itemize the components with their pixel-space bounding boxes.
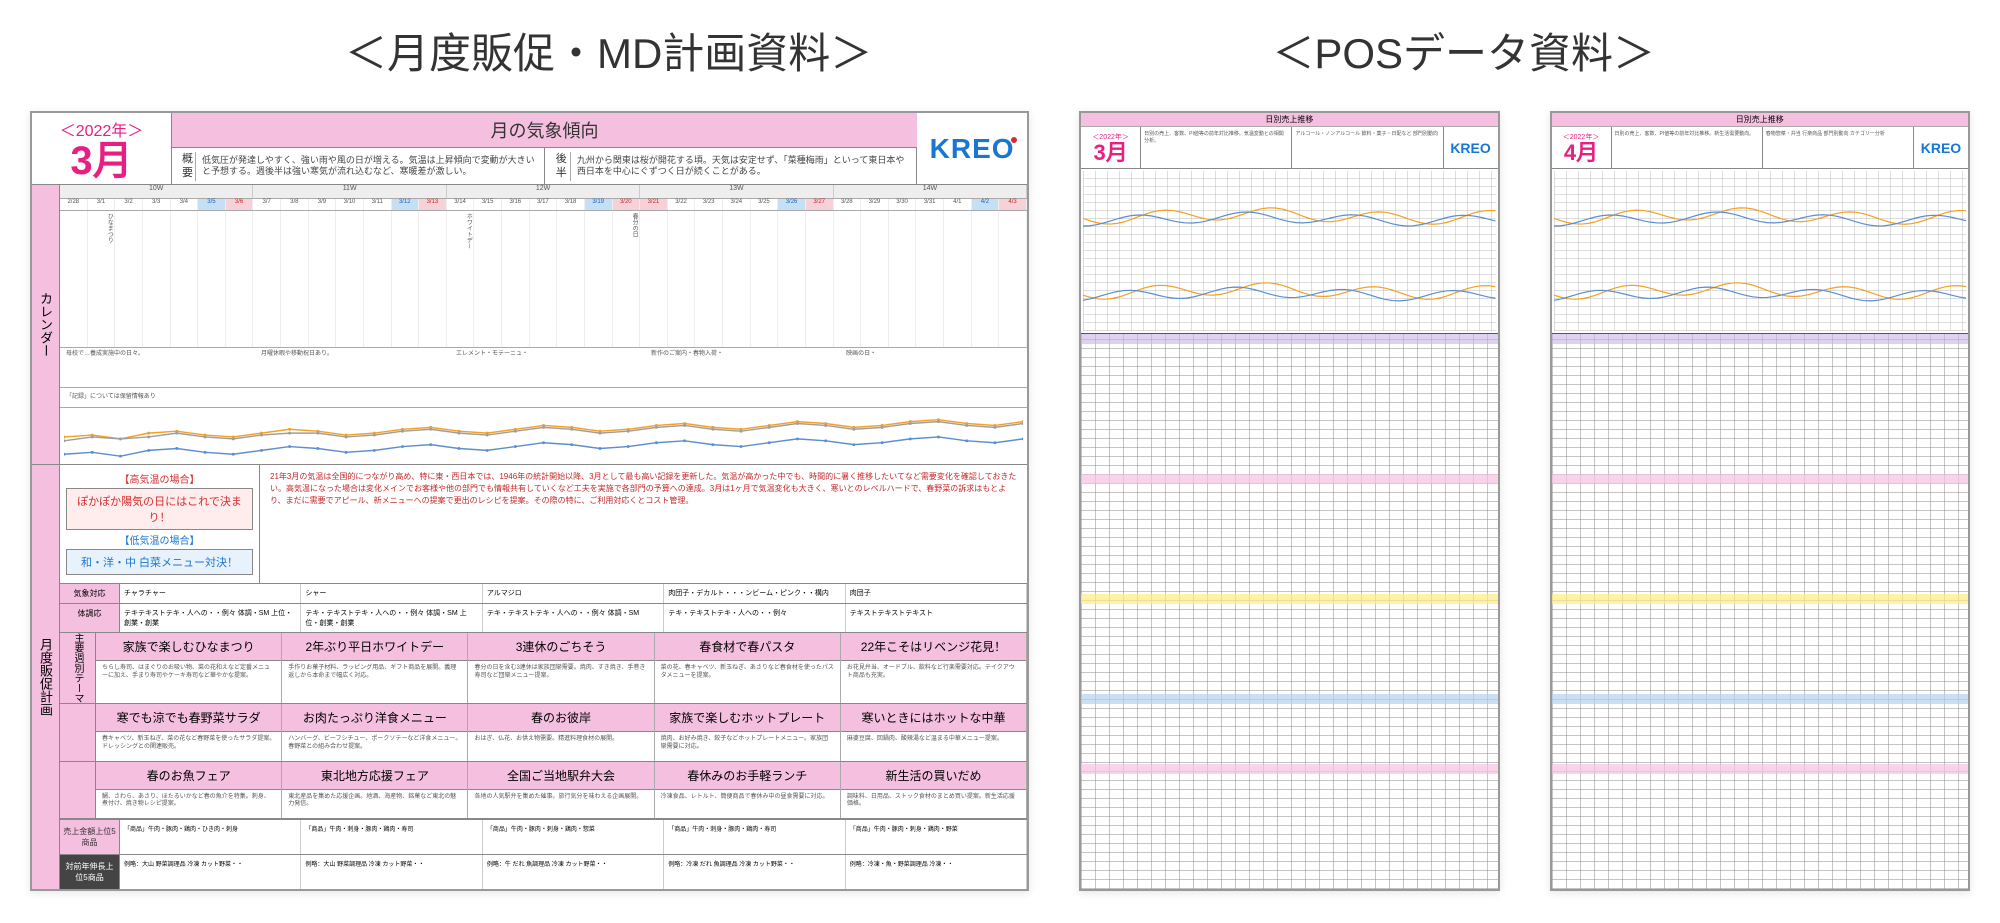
row3-label: 体調応 (60, 604, 120, 632)
pos-title: 日別売上推移 (1552, 113, 1968, 127)
notes-row: 母校で…養成実施中の日々。月曜休暇や移動祝日あり。エレメント・モテーニュ・新作の… (60, 348, 1027, 388)
md-month-box: ＜2022年＞ 3月 (32, 113, 172, 184)
pos-document-march: 日別売上推移 ＜2022年＞ 3月 日別の売上、客数、PI値等の前年対比推移。気… (1079, 111, 1499, 891)
pos-header: ＜2022年＞ 4月 日別の売上、客数、PI値等の前年対比推移。新生活需要動向。… (1552, 127, 1968, 169)
r3c3: テキ・テキストテキ・人への・・例々 (664, 604, 845, 632)
pos-desc-1: 日別の売上、客数、PI値等の前年対比推移。気温変動との相関分析。 (1141, 127, 1292, 168)
case-cold-label: 【低気温の場合】 (66, 532, 253, 547)
f2-label: 対前年伸長上位5商品 (60, 855, 120, 889)
md-month: 3月 (70, 141, 132, 181)
pos-month-box: ＜2022年＞ 3月 (1081, 127, 1141, 168)
md-plan-document: ＜2022年＞ 3月 月の気象傾向 概要 低気圧が発達しやすく、強い雨や風の日が… (30, 111, 1029, 891)
r2c1: シャー (301, 584, 482, 603)
pos-desc-2: アルコール・ノンアルコール 飲料・菓子・日配など 部門別動向 (1292, 127, 1443, 168)
r3c2: テキ・テキストテキ・人への・・例々 体調・SM (483, 604, 664, 632)
pos-desc-2: 春物惣菜・弁当 行楽商品 部門別動向 カテゴリー分析 (1763, 127, 1914, 168)
f1c1: 「商品」牛肉・刺身・豚肉・鶏肉・寿司 (301, 820, 482, 854)
pos-table (1081, 334, 1497, 889)
plan-top: 【高気温の場合】 ぽかぽか陽気の日にはこれで決まり！ 【低気温の場合】 和・洋・… (60, 465, 1027, 584)
plan-row-weather: 気象対応 チャラチャー シャー アルマジロ 肉団子・デカルト・・・ンビーム・ピン… (60, 584, 1027, 604)
pos-document-april: 日別売上推移 ＜2022年＞ 4月 日別の売上、客数、PI値等の前年対比推移。新… (1550, 111, 1970, 891)
plan-row-health: 体調応 テキテキストテキ・人への・・例々 体調・SM 上位・創業・創業 テキ・テ… (60, 604, 1027, 633)
pos-table (1552, 334, 1968, 889)
pos-chart (1552, 169, 1968, 334)
pos-month: 4月 (1564, 142, 1598, 164)
trend-left-label: 概要 (180, 152, 196, 181)
f2c1: 例略：大山 野菜調理品 冷凍 カット野菜・・ (301, 855, 482, 889)
week-row: 10W11W12W13W14W (60, 185, 1027, 199)
r2c0: チャラチャー (120, 584, 301, 603)
kreo-logo: KREO (1444, 127, 1498, 168)
trend-left-text: 低気圧が発達しやすく、強い雨や風の日が増える。気温は上昇傾向で変動が大きいと予想… (202, 155, 536, 178)
md-trend-title: 月の気象傾向 (172, 113, 917, 148)
pos-header: ＜2022年＞ 3月 日別の売上、客数、PI値等の前年対比推移。気温変動との相関… (1081, 127, 1497, 169)
md-trend: 月の気象傾向 概要 低気圧が発達しやすく、強い雨や風の日が増える。気温は上昇傾向… (172, 113, 917, 184)
pos-chart (1081, 169, 1497, 334)
f1c0: 「商品」牛肉・豚肉・鶏肉・ひき肉・刺身 (120, 820, 301, 854)
temperature-chart (60, 408, 1027, 464)
pos-month-box: ＜2022年＞ 4月 (1552, 127, 1612, 168)
pos-desc-1: 日別の売上、客数、PI値等の前年対比推移。新生活需要動向。 (1612, 127, 1763, 168)
case-cold: 和・洋・中 白菜メニュー対決！ (66, 549, 253, 575)
pos-title: 日別売上推移 (1081, 113, 1497, 127)
f1-label: 売上金額上位5商品 (60, 820, 120, 854)
kreo-logo: KREO (917, 113, 1027, 184)
date-row: 2/283/13/23/33/43/53/63/73/83/93/103/113… (60, 199, 1027, 211)
plan-top-text: 21年3月の気温は全国的につながり高め、特に東・西日本では、1946年の統計開始… (260, 465, 1027, 583)
r3c1: テキ・テキストテキ・人への・・例々 体調・SM 上位・創業・創業 (301, 604, 482, 632)
r2c3: 肉団子・デカルト・・・ンビーム・ピンク・・構内 (664, 584, 845, 603)
case-hot-label: 【高気温の場合】 (66, 471, 253, 486)
f1c3: 「商品」牛肉・刺身・豚肉・鶏肉・寿司 (664, 820, 845, 854)
r2c4: 肉団子 (846, 584, 1027, 603)
plan-label: 月度販促計画 (32, 465, 60, 889)
f2c0: 例略：大山 野菜調理品 冷凍 カット野菜・・ (120, 855, 301, 889)
r2c2: アルマジロ (483, 584, 664, 603)
notes-row-2: 「記録」については保留情報あり (60, 388, 1027, 408)
calendar-label: カレンダー (32, 185, 60, 464)
f2c4: 例略：冷凍・魚・野菜調理品 冷凍・・ (846, 855, 1027, 889)
row2-label: 気象対応 (60, 584, 120, 603)
right-title: ＜POSデータ資料＞ (1272, 20, 1655, 81)
md-header: ＜2022年＞ 3月 月の気象傾向 概要 低気圧が発達しやすく、強い雨や風の日が… (32, 113, 1027, 185)
pos-month: 3月 (1093, 142, 1127, 164)
f1c4: 「商品」牛肉・豚肉・刺身・鶏肉・野菜 (846, 820, 1027, 854)
footer-row-1: 売上金額上位5商品 「商品」牛肉・豚肉・鶏肉・ひき肉・刺身 「商品」牛肉・刺身・… (60, 819, 1027, 854)
md-year: ＜2022年＞ (60, 117, 144, 141)
events-row: ひなまつりホワイトデー春分の日 (60, 211, 1027, 348)
md-plan-section: 月度販促計画 【高気温の場合】 ぽかぽか陽気の日にはこれで決まり！ 【低気温の場… (32, 465, 1027, 889)
f1c2: 「商品」牛肉・豚肉・刺身・鶏肉・惣菜 (483, 820, 664, 854)
f2c2: 例略：牛 だれ 魚調理品 冷凍 カット野菜・・ (483, 855, 664, 889)
theme-grid: 主要週別テーマ家族で楽しむひなまつりちらし寿司、はまぐりのお吸い物、菜の花和えな… (60, 633, 1027, 819)
left-title: ＜月度販促・MD計画資料＞ (345, 20, 872, 81)
trend-right-text: 九州から関東は桜が開花する頃。天気は安定せず、「菜種梅雨」といって東日本や西日本… (577, 155, 908, 178)
r3c4: テキストテキストテキスト (846, 604, 1027, 632)
footer-row-2: 対前年伸長上位5商品 例略：大山 野菜調理品 冷凍 カット野菜・・ 例略：大山 … (60, 854, 1027, 889)
md-calendar-section: カレンダー 10W11W12W13W14W 2/283/13/23/33/43/… (32, 185, 1027, 465)
trend-right-label: 後半 (553, 152, 571, 181)
case-hot: ぽかぽか陽気の日にはこれで決まり！ (66, 488, 253, 530)
kreo-logo: KREO (1914, 127, 1968, 168)
r3c0: テキテキストテキ・人への・・例々 体調・SM 上位・創業・創業 (120, 604, 301, 632)
f2c3: 例略：冷凍 だれ 魚調理品 冷凍 カット野菜・・ (664, 855, 845, 889)
